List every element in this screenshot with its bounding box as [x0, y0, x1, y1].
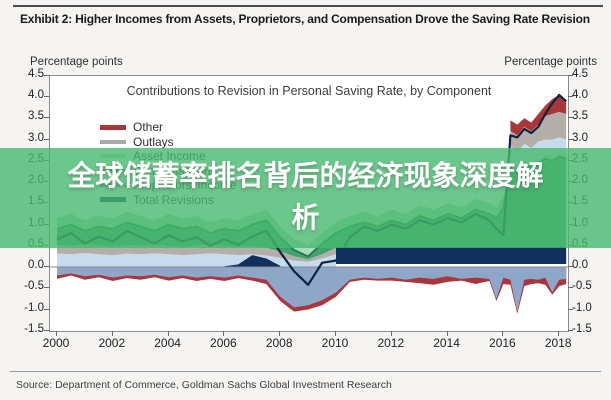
- headline-text: 全球储蓄率排名背后的经济现象深度解析: [0, 148, 611, 239]
- x-tick-label: 2018: [544, 336, 572, 350]
- area-gray-band-early: [57, 244, 336, 262]
- y-tick-mark-right: [568, 96, 573, 97]
- x-tick-mark: [446, 331, 448, 336]
- x-tick-mark: [56, 331, 57, 336]
- legend-label: Other: [133, 120, 164, 135]
- bottom-rule: [10, 371, 601, 372]
- y-tick-mark-right: [568, 329, 573, 331]
- x-tick-label: 2010: [321, 336, 349, 350]
- y-tick-mark-left: [44, 117, 49, 119]
- x-tick-mark: [279, 331, 281, 336]
- chart-inner-title: Contributions to Revision in Personal Sa…: [126, 84, 492, 98]
- y-tick-mark-left: [44, 74, 49, 76]
- left-axis-title: Percentage points: [30, 56, 123, 68]
- x-tick-label: 2008: [265, 336, 293, 350]
- x-tick-label: 2000: [42, 336, 70, 350]
- y-tick-mark-left: [44, 266, 49, 267]
- y-tick-label-right: -1.0: [572, 301, 592, 314]
- y-tick-label-left: -1.0: [24, 301, 44, 314]
- headline-overlay[interactable]: 全球储蓄率排名背后的经济现象深度解析: [0, 148, 611, 248]
- x-tick-label: 2004: [154, 336, 181, 350]
- y-tick-mark-left: [44, 329, 49, 331]
- area-navy-bump: [224, 255, 281, 267]
- x-tick-mark: [111, 331, 113, 336]
- y-tick-label-right: 3.0: [572, 131, 588, 144]
- y-tick-mark-right: [568, 308, 573, 310]
- x-tick-mark: [167, 331, 169, 336]
- y-tick-mark-left: [44, 287, 49, 289]
- legend-item-outlays: Outlays: [100, 135, 237, 150]
- legend-item-other: Other: [100, 120, 237, 135]
- legend-label: Outlays: [133, 134, 174, 149]
- source-note: Source: Department of Commerce, Goldman …: [16, 379, 392, 391]
- x-tick-mark: [335, 331, 336, 336]
- x-tick-label: 2012: [377, 336, 405, 350]
- exhibit-title: Exhibit 2: Higher Incomes from Assets, P…: [20, 12, 590, 26]
- y-tick-label-left: 0.0: [28, 259, 44, 271]
- area-navy-band: [336, 247, 567, 264]
- y-tick-label-right: 0.0: [572, 259, 588, 271]
- y-tick-label-left: 3.0: [28, 131, 44, 144]
- y-tick-label-left: 4.5: [28, 67, 44, 80]
- right-axis-title: Percentage points: [504, 56, 597, 68]
- x-tick-mark: [502, 331, 504, 336]
- y-tick-label-right: 3.5: [572, 110, 588, 123]
- y-tick-mark-right: [568, 74, 573, 76]
- x-tick-mark: [558, 331, 560, 336]
- headline-line1: 全球储蓄率排名背后的经济现象深度解: [67, 160, 544, 191]
- y-tick-label-left: -1.5: [24, 322, 44, 335]
- top-rule: [13, 5, 603, 7]
- x-tick-mark: [223, 331, 225, 336]
- y-tick-mark-left: [44, 308, 49, 310]
- headline-line2: 析: [291, 202, 320, 233]
- y-tick-mark-right: [568, 138, 573, 140]
- y-tick-label-right: 4.0: [572, 89, 588, 101]
- y-tick-label-right: -1.5: [572, 322, 592, 335]
- x-tick-mark: [390, 331, 392, 336]
- y-tick-mark-right: [568, 287, 573, 289]
- y-tick-mark-left: [44, 138, 49, 140]
- x-tick-label: 2002: [98, 336, 126, 350]
- area-blue-negative-band: [57, 267, 567, 312]
- y-tick-mark-right: [568, 266, 573, 267]
- legend-swatch: [100, 124, 126, 130]
- area-gray-band-spike: [510, 111, 567, 153]
- x-tick-label: 2016: [489, 336, 516, 350]
- y-tick-mark-left: [44, 96, 49, 97]
- legend-swatch: [100, 139, 126, 144]
- y-tick-label-left: 4.0: [28, 89, 44, 101]
- y-tick-label-left: 3.5: [28, 110, 44, 123]
- x-tick-label: 2014: [433, 336, 460, 350]
- y-tick-label-right: 4.5: [572, 67, 588, 80]
- y-tick-mark-right: [568, 117, 573, 119]
- y-tick-label-right: -0.5: [572, 280, 592, 293]
- y-tick-label-left: -0.5: [24, 280, 44, 293]
- x-tick-label: 2006: [210, 336, 237, 350]
